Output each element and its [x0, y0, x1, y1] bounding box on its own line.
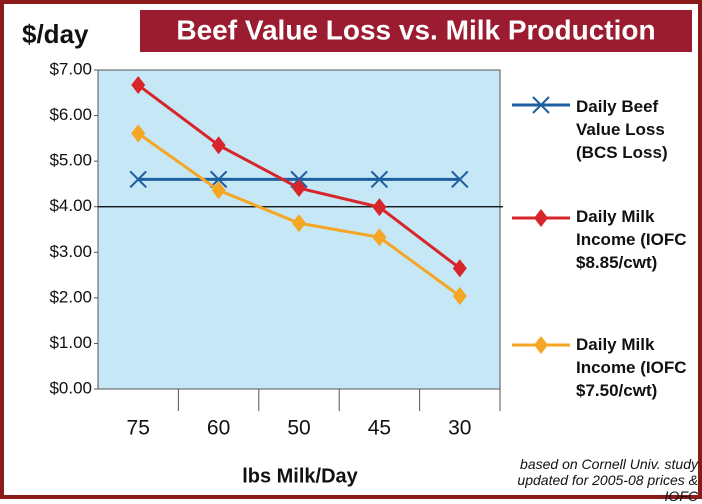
y-tick-label: $4.00 [49, 196, 92, 215]
diamond-marker [452, 287, 467, 306]
y-tick-label: $3.00 [49, 242, 92, 261]
legend-label: Daily Milk Income (IOFC $8.85/cwt) [576, 207, 687, 272]
x-marker [451, 170, 469, 189]
y-tick-label: $1.00 [49, 333, 92, 352]
diamond-marker [211, 181, 226, 200]
chart-title: Beef Value Loss vs. Milk Production [176, 14, 655, 45]
x-tick-label: 45 [368, 417, 391, 440]
y-tick-label: $6.00 [49, 105, 92, 124]
diamond-marker [372, 228, 387, 247]
x-tick-label: 60 [207, 417, 230, 440]
diamond-marker [292, 179, 306, 198]
x-stroke [451, 170, 469, 189]
title-banner [140, 10, 692, 52]
y-tick-label: $7.00 [49, 59, 92, 78]
legend-label: Daily Milk Income (IOFC $7.50/cwt) [576, 335, 687, 400]
x-marker [129, 170, 147, 189]
x-tick-label: 75 [127, 417, 150, 440]
source-note: based on Cornell Univ. study updated for… [517, 456, 698, 504]
diamond-marker [131, 124, 146, 143]
x-axis-title: lbs Milk/Day [242, 465, 358, 487]
y-tick-label: $0.00 [49, 378, 92, 397]
x-tick-label: 50 [287, 417, 310, 440]
diamond-marker [292, 214, 306, 233]
x-marker [370, 170, 389, 189]
legend-label: Daily Beef Value Loss (BCS Loss) [576, 97, 668, 162]
y-tick-label: $5.00 [49, 151, 92, 170]
y-axis-title: $/day [22, 19, 89, 49]
x-marker [532, 96, 550, 114]
x-stroke [532, 96, 550, 114]
diamond-marker [534, 209, 548, 227]
x-stroke [370, 170, 389, 189]
diamond-marker [131, 76, 146, 95]
x-tick-label: 30 [448, 417, 471, 440]
diamond-marker [211, 136, 226, 155]
y-tick-label: $2.00 [49, 287, 92, 306]
diamond-marker [534, 336, 548, 354]
diamond-marker [452, 259, 467, 278]
diamond-marker [372, 198, 387, 217]
x-stroke [129, 170, 147, 189]
